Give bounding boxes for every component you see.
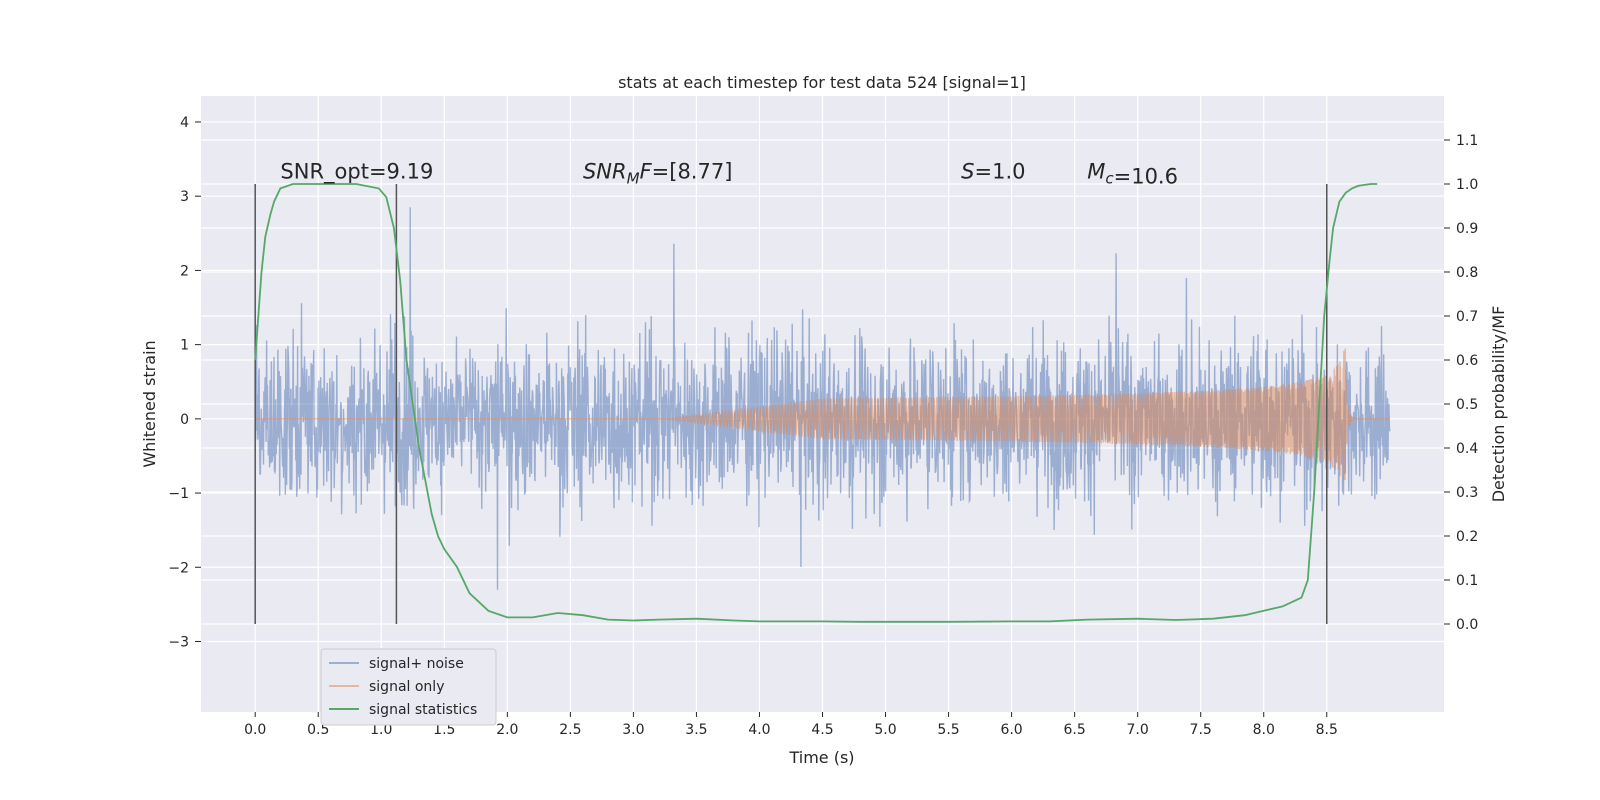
y-left-axis-label: Whitened strain bbox=[140, 340, 159, 467]
signal-noise-line bbox=[254, 207, 1391, 590]
annotation: Mc=10.6 bbox=[1087, 159, 1178, 188]
x-tick-label: 6.5 bbox=[1063, 722, 1085, 738]
y-left-tick-label: −2 bbox=[168, 560, 189, 576]
legend-label-noise: signal+ noise bbox=[369, 656, 464, 672]
y-left-tick-label: −3 bbox=[168, 634, 189, 650]
y-right-tick-label: 0.0 bbox=[1456, 617, 1478, 633]
y-left-tick-label: 1 bbox=[180, 338, 189, 354]
annotation: S=1.0 bbox=[961, 159, 1025, 183]
y-right-tick-label: 0.1 bbox=[1456, 573, 1478, 589]
chart-title: stats at each timestep for test data 524… bbox=[618, 73, 1026, 92]
signal-only-line bbox=[255, 348, 1390, 482]
x-tick-label: 6.0 bbox=[1000, 722, 1022, 738]
y-right-tick-label: 0.3 bbox=[1456, 485, 1478, 501]
y-right-tick-label: 0.2 bbox=[1456, 529, 1478, 545]
y-right-axis-ticks: 0.0 0.1 0.2 0.3 0.4 0.5 0.6 0.7 0.8 0.9 1.0 1.1 bbox=[1444, 133, 1478, 633]
x-tick-label: 8.5 bbox=[1316, 722, 1338, 738]
x-tick-label: 0.0 bbox=[244, 722, 266, 738]
x-tick-label: 1.0 bbox=[370, 722, 392, 738]
vertical-markers bbox=[254, 184, 1328, 624]
x-axis-label: Time (s) bbox=[788, 748, 854, 767]
y-right-tick-label: 0.9 bbox=[1456, 221, 1478, 237]
y-right-tick-label: 0.7 bbox=[1456, 309, 1478, 325]
annotation: SNRMF=[8.77] bbox=[583, 159, 732, 187]
legend: signal+ noise signal only signal statist… bbox=[320, 648, 497, 726]
signal-noise-series bbox=[254, 207, 1391, 590]
legend-label-stats: signal statistics bbox=[369, 702, 477, 718]
y-right-tick-label: 1.0 bbox=[1456, 177, 1478, 193]
y-right-tick-label: 0.8 bbox=[1456, 265, 1478, 281]
x-tick-label: 4.5 bbox=[811, 722, 833, 738]
y-right-tick-label: 0.4 bbox=[1456, 441, 1478, 457]
x-tick-label: 4.0 bbox=[748, 722, 770, 738]
x-tick-label: 3.0 bbox=[622, 722, 644, 738]
x-tick-label: 1.5 bbox=[433, 722, 455, 738]
y-left-tick-label: 4 bbox=[180, 115, 189, 131]
y-left-tick-label: 3 bbox=[180, 189, 189, 205]
y-right-tick-label: 1.1 bbox=[1456, 133, 1478, 149]
y-right-tick-label: 0.6 bbox=[1456, 353, 1478, 369]
signal-statistics-line bbox=[254, 183, 1378, 623]
y-left-tick-label: −1 bbox=[168, 486, 189, 502]
x-tick-label: 5.0 bbox=[874, 722, 896, 738]
y-left-tick-label: 0 bbox=[180, 412, 189, 428]
x-tick-label: 7.5 bbox=[1190, 722, 1212, 738]
legend-label-signal: signal only bbox=[369, 679, 444, 695]
signal-statistics-series bbox=[254, 183, 1378, 623]
y-right-tick-label: 0.5 bbox=[1456, 397, 1478, 413]
y-right-axis-label: Detection probability/MF bbox=[1489, 306, 1508, 503]
x-tick-label: 7.0 bbox=[1127, 722, 1149, 738]
y-left-tick-label: 2 bbox=[180, 263, 189, 279]
x-tick-label: 5.5 bbox=[937, 722, 959, 738]
signal-only-series bbox=[255, 348, 1390, 482]
legend-box bbox=[320, 648, 497, 726]
x-tick-label: 8.0 bbox=[1253, 722, 1275, 738]
x-axis-ticks: 0.0 0.5 1.0 1.5 2.0 2.5 3.0 3.5 4.0 4.5 5.0 5.5 6.0 6… bbox=[244, 712, 1338, 738]
x-tick-label: 2.5 bbox=[559, 722, 581, 738]
annotations: SNR_opt=9.19 SNRMF=[8.77] S=1.0 Mc=10.6 bbox=[280, 159, 1178, 188]
y-left-axis-ticks: −3 −2 −1 0 1 2 3 4 bbox=[168, 115, 201, 650]
x-tick-label: 3.5 bbox=[685, 722, 707, 738]
x-tick-label: 0.5 bbox=[307, 722, 329, 738]
x-tick-label: 2.0 bbox=[496, 722, 518, 738]
annotation: SNR_opt=9.19 bbox=[280, 159, 433, 184]
